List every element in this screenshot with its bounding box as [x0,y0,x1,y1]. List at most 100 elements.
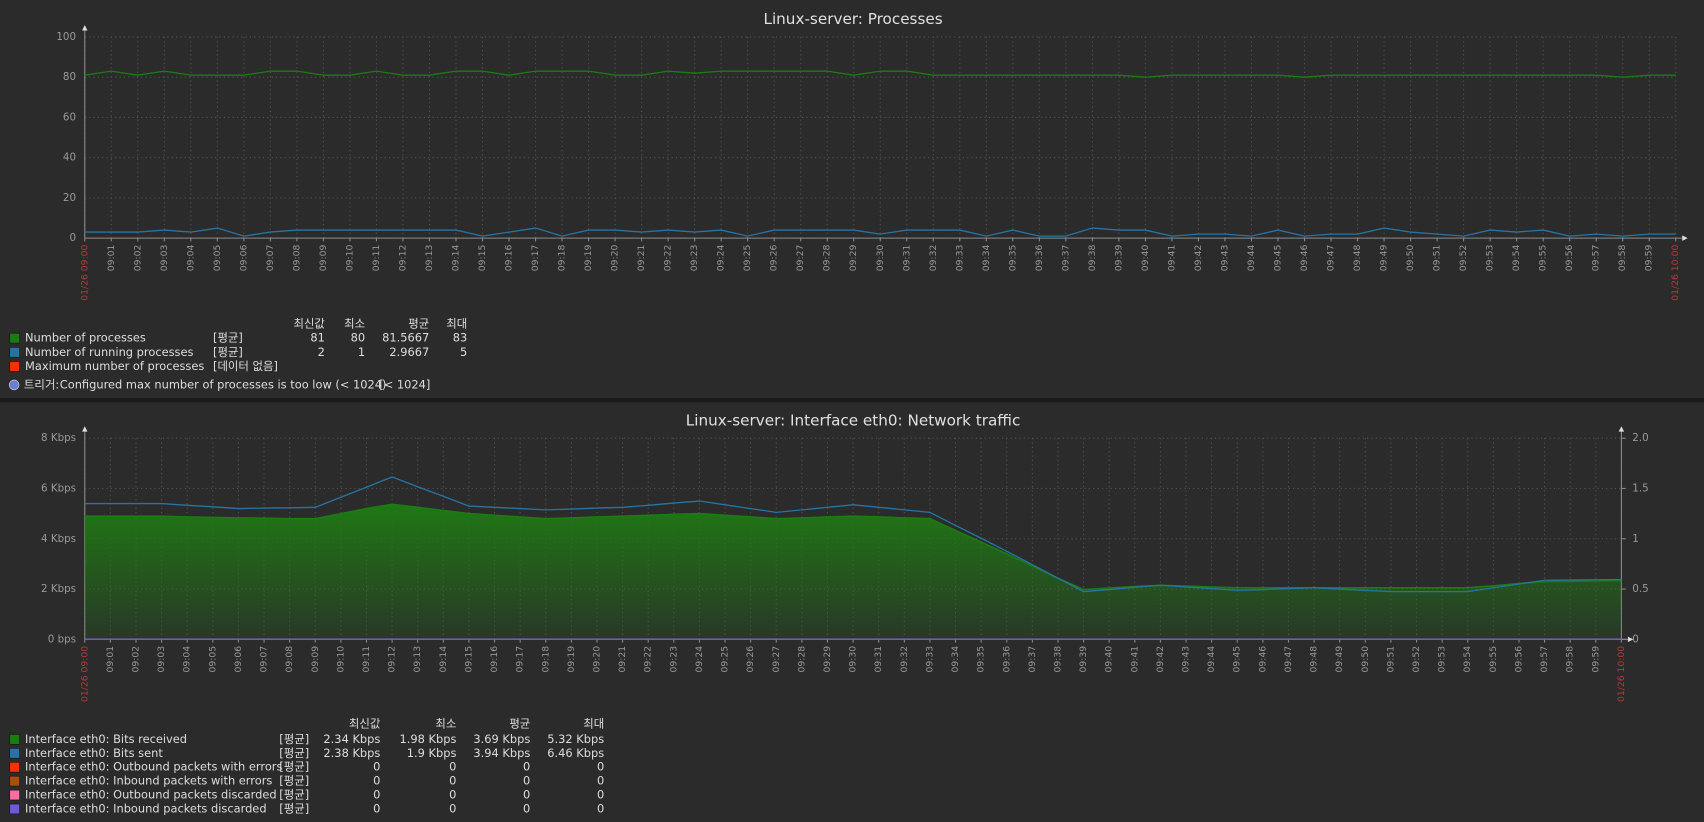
x-tick-label: 09:41 [1166,245,1177,272]
x-tick-label: 09:45 [1273,245,1284,272]
x-tick-label: 09:05 [212,245,223,272]
x-tick-label: 09:23 [668,646,679,673]
y-tick-label: 0 [70,232,77,244]
legend-header: 최신값 [349,717,381,731]
x-tick-label: 09:26 [769,245,780,272]
legend-stat: 3.69 Kbps [473,732,530,746]
x-tick-label: 09:59 [1644,245,1655,272]
x-tick-label: 09:58 [1617,245,1628,272]
legend-header: 최대 [583,717,604,731]
legend-function: [평균] [279,774,309,788]
legend-header: 최대 [446,317,467,331]
x-tick-label: 09:28 [796,646,807,673]
legend-name: Interface eth0: Outbound packets discard… [25,788,277,802]
x-tick-label: 09:02 [130,646,141,673]
trigger-text: Configured max number of processes is to… [60,377,387,391]
legend-name: Maximum number of processes [25,359,204,373]
x-tick-label: 09:54 [1511,245,1522,272]
x-tick-label: 09:43 [1181,646,1192,673]
x-tick-label: 01/26 09:00 [79,245,90,301]
x-tick-label: 09:32 [928,245,939,272]
legend-stat: 2 [318,345,325,359]
y-tick-label: 2 Kbps [41,583,76,595]
line [84,227,1676,237]
y-tick-label: 100 [56,31,76,43]
x-tick-label: 09:07 [259,646,270,673]
legend-function: [평균] [213,345,243,359]
legend-function: [평균] [279,746,309,760]
axis-arrow [82,426,88,432]
x-tick-label: 01/26 10:00 [1616,646,1627,702]
x-tick-label: 09:10 [344,245,355,272]
x-tick-label: 09:36 [1034,245,1045,272]
x-tick-label: 09:18 [557,245,568,272]
legend-swatch [9,748,20,759]
x-tick-label: 09:21 [636,245,647,272]
x-tick-label: 09:49 [1379,245,1390,272]
x-tick-label: 09:49 [1334,646,1345,673]
x-tick-label: 09:51 [1385,646,1396,673]
x-tick-label: 09:36 [1001,646,1012,673]
x-tick-label: 09:14 [450,245,461,272]
x-tick-label: 09:14 [438,646,449,673]
x-tick-label: 09:54 [1462,646,1473,673]
legend-header: 평균 [509,717,530,731]
legend-swatch [9,803,20,815]
legend-stat: 0 [449,760,456,774]
x-tick-label: 09:47 [1326,245,1337,272]
x-tick-label: 09:20 [610,245,621,272]
x-tick-label: 09:42 [1155,646,1166,673]
legend-stat: 0 [373,774,380,788]
x-tick-label: 09:27 [795,245,806,272]
y-tick-label: 8 Kbps [41,432,76,444]
legend-swatch [9,347,20,358]
y-tick-label: 60 [63,111,76,123]
x-tick-label: 09:05 [207,646,218,673]
x-tick-label: 09:30 [875,245,886,272]
x-tick-label: 09:19 [566,646,577,673]
x-tick-label: 09:53 [1437,646,1448,673]
x-tick-label: 09:41 [1129,646,1140,673]
x-tick-label: 09:37 [1060,245,1071,272]
legend-name: Interface eth0: Bits sent [25,746,163,760]
x-tick-label: 09:11 [371,245,382,272]
legend-swatch [9,332,20,344]
x-tick-label: 09:59 [1590,646,1601,673]
x-tick-label: 09:06 [238,245,249,272]
x-tick-label: 09:38 [1087,245,1098,272]
x-tick-label: 09:21 [617,646,628,673]
legend-name: Number of processes [25,331,146,345]
x-tick-label: 09:50 [1360,646,1371,673]
legend-stat: 0 [597,788,604,802]
legend-stat: 0 [373,801,380,815]
legend-header: 최신값 [293,317,325,331]
x-tick-label: 09:34 [950,646,961,673]
x-tick-label: 09:01 [106,245,117,272]
y-tick-label: 20 [63,192,76,204]
legend-stat: 1 [358,345,365,359]
line [84,70,1676,78]
legend-stat: 0 [523,774,530,788]
y2-tick-label: 0 [1632,633,1639,645]
x-tick-label: 09:10 [335,646,346,673]
x-tick-label: 09:13 [412,646,423,673]
x-tick-label: 09:16 [489,646,500,673]
y2-tick-label: 2.0 [1632,432,1648,444]
line [84,476,1622,593]
x-tick-label: 09:47 [1283,646,1294,673]
separator [0,397,1704,403]
legend-name: Interface eth0: Bits received [25,732,187,746]
y-tick-label: 4 Kbps [41,533,76,545]
x-tick-label: 09:27 [771,646,782,673]
chart-title: Linux-server: Interface eth0: Network tr… [686,411,1021,429]
x-tick-label: 09:23 [689,245,700,272]
axis-arrow [1618,426,1625,432]
legend-stat: 1.9 Kbps [407,746,457,760]
legend-stat: 0 [449,801,456,815]
x-tick-label: 09:01 [105,646,116,673]
x-tick-label: 09:19 [583,245,594,272]
x-tick-label: 09:04 [182,646,193,673]
legend-header: 평균 [408,317,429,331]
x-tick-label: 09:04 [185,245,196,272]
legend-stat: 2.38 Kbps [323,746,380,760]
